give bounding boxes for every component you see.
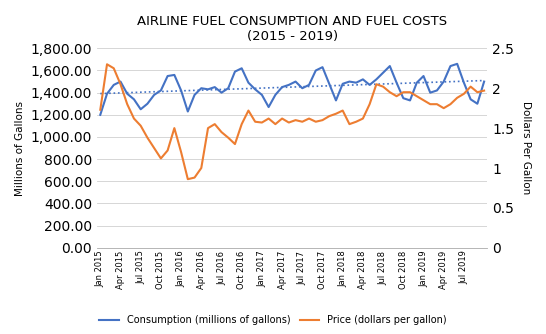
- Line: Consumption (millions of gallons): Consumption (millions of gallons): [100, 64, 484, 115]
- Price (dollars per gallon): [97, 108, 104, 112]
- Title: AIRLINE FUEL CONSUMPTION AND FUEL COSTS
(2015 - 2019): AIRLINE FUEL CONSUMPTION AND FUEL COSTS …: [137, 15, 447, 43]
- Consumption (millions of gallons): [454, 62, 460, 66]
- Consumption (millions of gallons): [97, 113, 104, 117]
- Price (dollars per gallon): [198, 166, 205, 170]
- Price (dollars per gallon): [366, 102, 373, 106]
- Price (dollars per gallon): [393, 94, 400, 98]
- Consumption (millions of gallons): [191, 93, 198, 97]
- Y-axis label: Dollars Per Gallon: Dollars Per Gallon: [521, 102, 531, 195]
- Consumption (millions of gallons): [481, 79, 488, 84]
- Consumption (millions of gallons): [380, 71, 387, 75]
- Price (dollars per gallon): [104, 62, 110, 66]
- Price (dollars per gallon): [434, 102, 440, 106]
- Price (dollars per gallon): [205, 126, 211, 130]
- Price (dollars per gallon): [467, 85, 474, 89]
- Consumption (millions of gallons): [185, 110, 191, 114]
- Consumption (millions of gallons): [420, 74, 427, 78]
- Consumption (millions of gallons): [353, 81, 359, 85]
- Price (dollars per gallon): [481, 89, 488, 93]
- Line: Price (dollars per gallon): Price (dollars per gallon): [100, 64, 484, 179]
- Y-axis label: Millions of Gallons: Millions of Gallons: [15, 101, 25, 196]
- Price (dollars per gallon): [185, 177, 191, 181]
- Consumption (millions of gallons): [467, 97, 474, 101]
- Legend: Consumption (millions of gallons), Price (dollars per gallon): Consumption (millions of gallons), Price…: [96, 311, 450, 329]
